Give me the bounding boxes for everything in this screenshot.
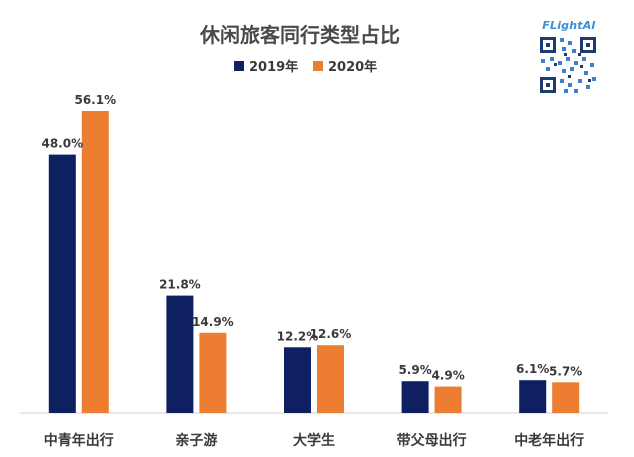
data-label-2020-3: 4.9% (431, 369, 464, 383)
bar-2019-4 (519, 380, 547, 413)
data-label-2019-4: 6.1% (516, 362, 549, 376)
legend-label-2019: 2019年 (249, 59, 298, 75)
brand-logo: FLightAI (542, 19, 596, 32)
data-labels-group: 48.0% 56.1% 21.8% 14.9% 12.2%12.6% 5.9% 4.9% 6.… (41, 93, 582, 383)
legend-swatch-2020 (313, 61, 323, 71)
bar-2020-2 (317, 345, 344, 413)
chart-title: 休闲旅客同行类型占比 (199, 23, 400, 47)
category-label-3: 带父母出行 (397, 432, 467, 449)
legend-swatch-2019 (234, 61, 244, 71)
category-label-4: 中老年出行 (514, 432, 584, 449)
data-label-2019-1: 21.8% (159, 278, 201, 292)
bar-2019-3 (401, 381, 429, 413)
legend: 2019年 2020年 (234, 59, 377, 75)
bar-2020-0 (81, 111, 109, 413)
data-label-2020-2: 12.6% (310, 327, 352, 341)
legend-label-2020: 2020年 (328, 59, 377, 75)
category-label-2: 大学生 (293, 432, 335, 449)
bar-2019-2 (284, 347, 311, 413)
bar-2020-3 (434, 386, 462, 413)
data-label-2020-4: 5.7% (549, 364, 582, 378)
category-labels-group: 中青年出行 亲子游 大学生 带父母出行 中老年出行 (44, 432, 584, 449)
bar-2019-1 (166, 295, 194, 413)
bars-group (48, 111, 580, 413)
bar-2020-4 (552, 382, 580, 413)
bar-2020-1 (199, 332, 227, 413)
category-label-1: 亲子游 (175, 432, 217, 449)
data-label-2019-3: 5.9% (398, 363, 431, 377)
qr-code-icon (538, 35, 598, 95)
data-label-2020-0: 56.1% (74, 93, 116, 107)
data-label-2019-2: 12.2% (277, 329, 319, 343)
category-label-0: 中青年出行 (44, 432, 114, 449)
data-label-2019-0: 48.0% (41, 137, 83, 151)
bar-2019-0 (48, 154, 76, 413)
data-label-2020-1: 14.9% (192, 315, 234, 329)
